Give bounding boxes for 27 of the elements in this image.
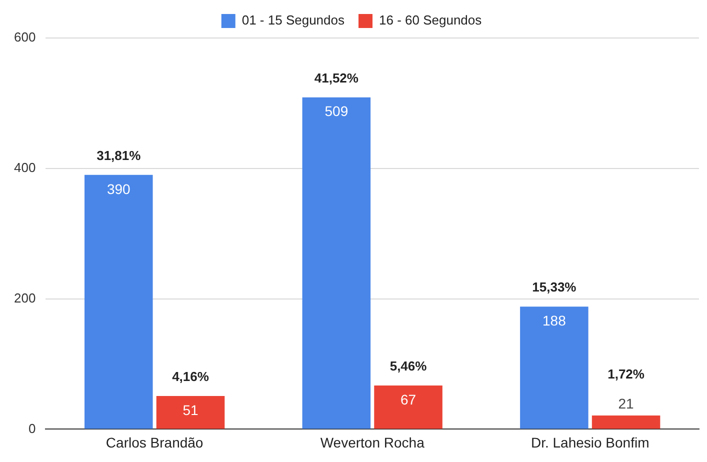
legend-label: 01 - 15 Segundos xyxy=(242,12,345,28)
data-label: 509 xyxy=(324,103,348,120)
data-label: 188 xyxy=(542,312,566,328)
y-tick-label: 400 xyxy=(14,160,36,175)
annotation: 15,33% xyxy=(532,280,577,295)
bar xyxy=(592,416,660,429)
data-label: 390 xyxy=(106,180,131,197)
y-tick-label: 200 xyxy=(14,290,36,306)
x-tick-label: Weverton Rocha xyxy=(320,434,425,450)
legend-label: 16 - 60 Segundos xyxy=(379,12,482,28)
x-tick-label: Carlos Brandão xyxy=(106,434,204,450)
bar xyxy=(84,174,153,429)
y-tick-label: 0 xyxy=(28,420,36,436)
annotation: 31,81% xyxy=(96,148,142,163)
annotation: 41,52% xyxy=(314,70,359,86)
bar xyxy=(302,97,371,429)
data-label: 67 xyxy=(400,391,416,408)
annotation: 4,16% xyxy=(172,369,210,384)
data-label: 51 xyxy=(182,402,199,418)
annotation: 5,46% xyxy=(390,358,428,374)
x-tick-label: Dr. Lahesio Bonfim xyxy=(530,434,650,450)
bar xyxy=(520,306,588,429)
y-tick-label: 600 xyxy=(14,30,36,45)
bar xyxy=(156,396,225,429)
annotation: 1,72% xyxy=(608,366,645,382)
bar xyxy=(374,386,442,429)
data-label: 21 xyxy=(618,395,634,412)
